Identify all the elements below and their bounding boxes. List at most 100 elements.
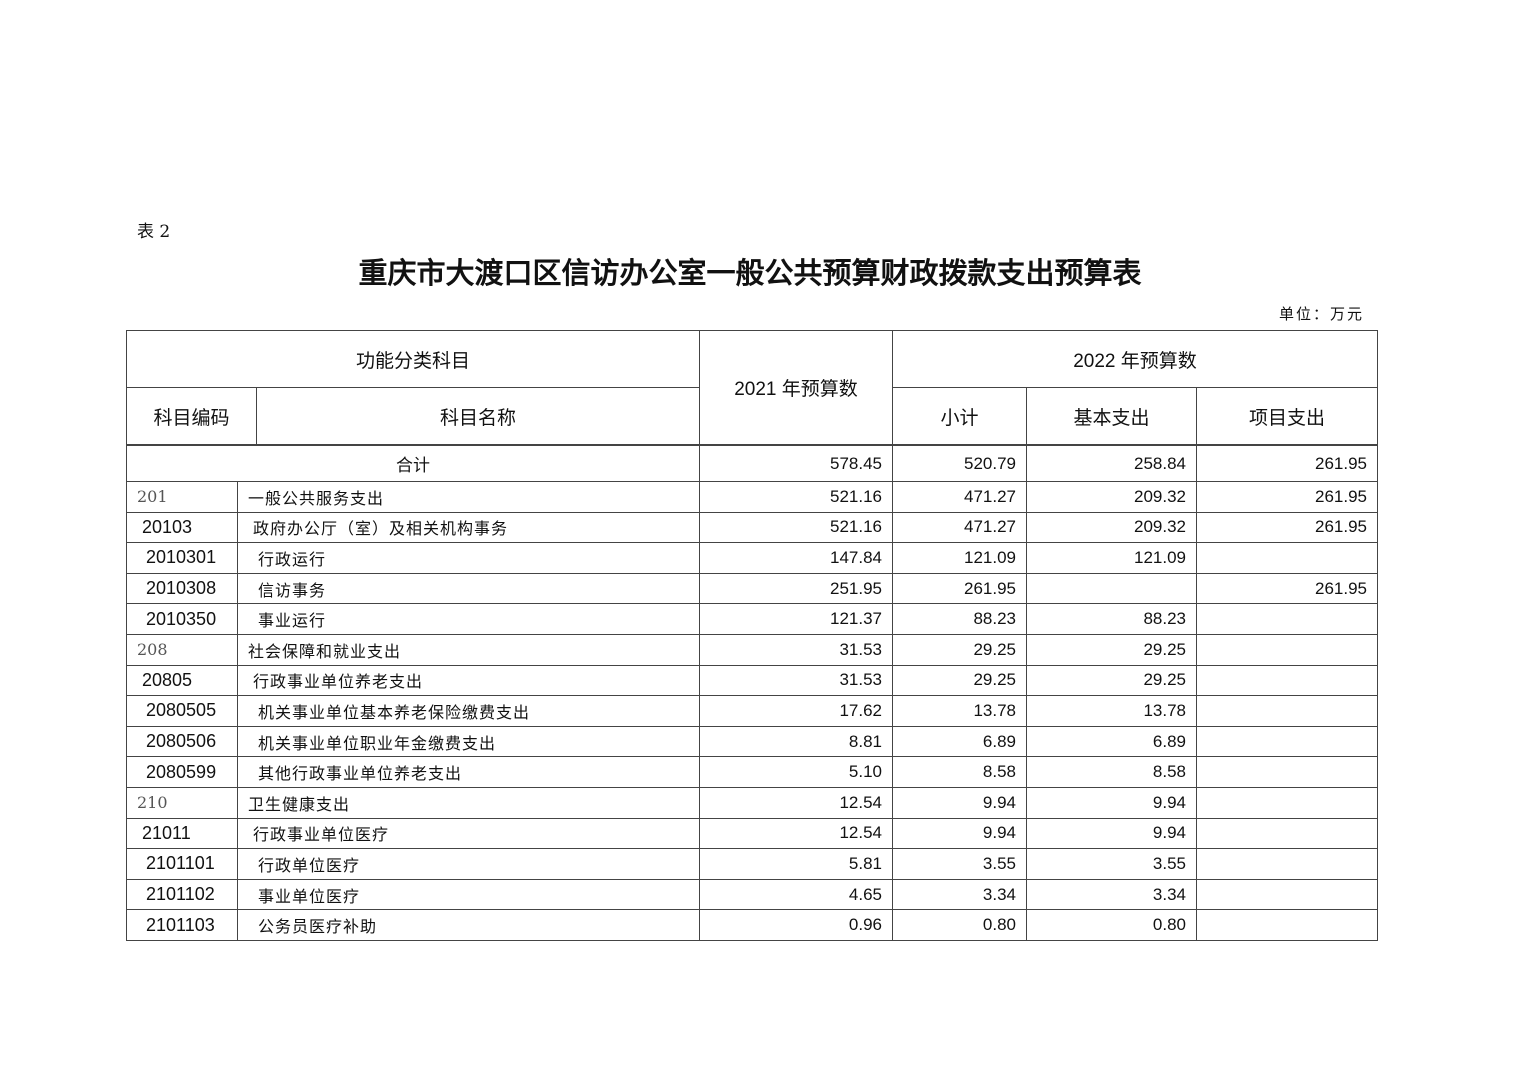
cell-basic [1026, 572, 1197, 605]
total-row: 合计 578.45 520.79 258.84 261.95 [126, 445, 1378, 482]
cell-2021: 251.95 [699, 572, 893, 605]
cell-name: 一般公共服务支出 [237, 481, 700, 513]
header-2022: 2022 年预算数 [892, 330, 1378, 388]
cell-basic: 9.94 [1026, 817, 1197, 850]
cell-name: 社会保障和就业支出 [237, 633, 700, 666]
cell-2021: 0.96 [699, 909, 893, 941]
cell-basic: 121.09 [1026, 542, 1197, 574]
cell-name: 行政事业单位养老支出 [237, 664, 700, 697]
cell-project [1196, 756, 1378, 788]
cell-subtotal: 121.09 [892, 542, 1027, 574]
cell-subtotal: 29.25 [892, 664, 1027, 697]
table-row: 2101102 事业单位医疗 4.65 3.34 3.34 [126, 878, 1378, 911]
table-row: 2080599 其他行政事业单位养老支出 5.10 8.58 8.58 [126, 756, 1378, 788]
cell-project [1196, 542, 1378, 574]
cell-subtotal: 13.78 [892, 695, 1027, 727]
cell-name: 机关事业单位职业年金缴费支出 [237, 725, 700, 758]
cell-code: 2101103 [126, 909, 238, 941]
cell-code: 20103 [126, 511, 238, 544]
cell-subtotal: 3.55 [892, 848, 1027, 880]
cell-subtotal: 88.23 [892, 603, 1027, 635]
cell-2021: 12.54 [699, 786, 893, 819]
cell-2021: 31.53 [699, 633, 893, 666]
cell-code: 201 [126, 481, 238, 513]
cell-name: 行政运行 [237, 542, 700, 574]
cell-2021: 521.16 [699, 511, 893, 544]
cell-project [1196, 817, 1378, 850]
cell-project: 261.95 [1196, 481, 1378, 513]
header-basic: 基本支出 [1026, 387, 1197, 445]
cell-name: 行政单位医疗 [237, 848, 700, 880]
cell-2021: 17.62 [699, 695, 893, 727]
header-name: 科目名称 [256, 387, 700, 445]
cell-2021: 12.54 [699, 817, 893, 850]
table-row: 2080506 机关事业单位职业年金缴费支出 8.81 6.89 6.89 [126, 725, 1378, 758]
table-row: 2080505 机关事业单位基本养老保险缴费支出 17.62 13.78 13.78 [126, 695, 1378, 727]
table-row: 20103 政府办公厅（室）及相关机构事务 521.16 471.27 209.32 26… [126, 511, 1378, 544]
header-functional: 功能分类科目 [126, 330, 700, 388]
table-row: 21011 行政事业单位医疗 12.54 9.94 9.94 [126, 817, 1378, 850]
total-project: 261.95 [1196, 445, 1378, 482]
cell-2021: 4.65 [699, 878, 893, 911]
cell-subtotal: 471.27 [892, 511, 1027, 544]
cell-2021: 31.53 [699, 664, 893, 697]
cell-project: 261.95 [1196, 572, 1378, 605]
cell-code: 2080599 [126, 756, 238, 788]
cell-code: 2010308 [126, 572, 238, 605]
cell-basic: 29.25 [1026, 633, 1197, 666]
cell-subtotal: 471.27 [892, 481, 1027, 513]
cell-2021: 521.16 [699, 481, 893, 513]
total-subtotal: 520.79 [892, 445, 1027, 482]
cell-name: 事业运行 [237, 603, 700, 635]
cell-code: 2010301 [126, 542, 238, 574]
cell-name: 机关事业单位基本养老保险缴费支出 [237, 695, 700, 727]
cell-name: 事业单位医疗 [237, 878, 700, 911]
cell-code: 2101102 [126, 878, 238, 911]
cell-project [1196, 725, 1378, 758]
cell-code: 2080505 [126, 695, 238, 727]
cell-2021: 147.84 [699, 542, 893, 574]
cell-2021: 5.81 [699, 848, 893, 880]
cell-subtotal: 3.34 [892, 878, 1027, 911]
table-row: 201 一般公共服务支出 521.16 471.27 209.32 261.95 [126, 481, 1378, 513]
cell-project [1196, 909, 1378, 941]
cell-project: 261.95 [1196, 511, 1378, 544]
cell-basic: 13.78 [1026, 695, 1197, 727]
table-row: 2101103 公务员医疗补助 0.96 0.80 0.80 [126, 909, 1378, 941]
table-row: 20805 行政事业单位养老支出 31.53 29.25 29.25 [126, 664, 1378, 697]
cell-2021: 121.37 [699, 603, 893, 635]
total-basic: 258.84 [1026, 445, 1197, 482]
total-2021: 578.45 [699, 445, 893, 482]
cell-name: 政府办公厅（室）及相关机构事务 [237, 511, 700, 544]
cell-basic: 6.89 [1026, 725, 1197, 758]
cell-basic: 0.80 [1026, 909, 1197, 941]
cell-name: 公务员医疗补助 [237, 909, 700, 941]
cell-subtotal: 261.95 [892, 572, 1027, 605]
cell-project [1196, 603, 1378, 635]
cell-basic: 8.58 [1026, 756, 1197, 788]
cell-subtotal: 9.94 [892, 786, 1027, 819]
cell-subtotal: 9.94 [892, 817, 1027, 850]
header-2021: 2021 年预算数 [699, 330, 893, 445]
table-row: 208 社会保障和就业支出 31.53 29.25 29.25 [126, 633, 1378, 666]
cell-project [1196, 848, 1378, 880]
cell-2021: 5.10 [699, 756, 893, 788]
cell-project [1196, 878, 1378, 911]
cell-basic: 9.94 [1026, 786, 1197, 819]
table-number-label: 表 2 [137, 222, 171, 242]
cell-code: 210 [126, 786, 238, 819]
table-row: 2010350 事业运行 121.37 88.23 88.23 [126, 603, 1378, 635]
cell-code: 21011 [126, 817, 238, 850]
cell-basic: 3.55 [1026, 848, 1197, 880]
cell-2021: 8.81 [699, 725, 893, 758]
cell-code: 2010350 [126, 603, 238, 635]
document-title: 重庆市大渡口区信访办公室一般公共预算财政拨款支出预算表 [358, 256, 1142, 290]
header-code: 科目编码 [126, 387, 257, 445]
cell-code: 20805 [126, 664, 238, 697]
unit-label: 单位：万元 [1278, 305, 1364, 323]
cell-code: 208 [126, 633, 238, 666]
cell-code: 2080506 [126, 725, 238, 758]
total-label: 合计 [126, 445, 700, 482]
table-row: 2010308 信访事务 251.95 261.95 261.95 [126, 572, 1378, 605]
header-project: 项目支出 [1196, 387, 1378, 445]
